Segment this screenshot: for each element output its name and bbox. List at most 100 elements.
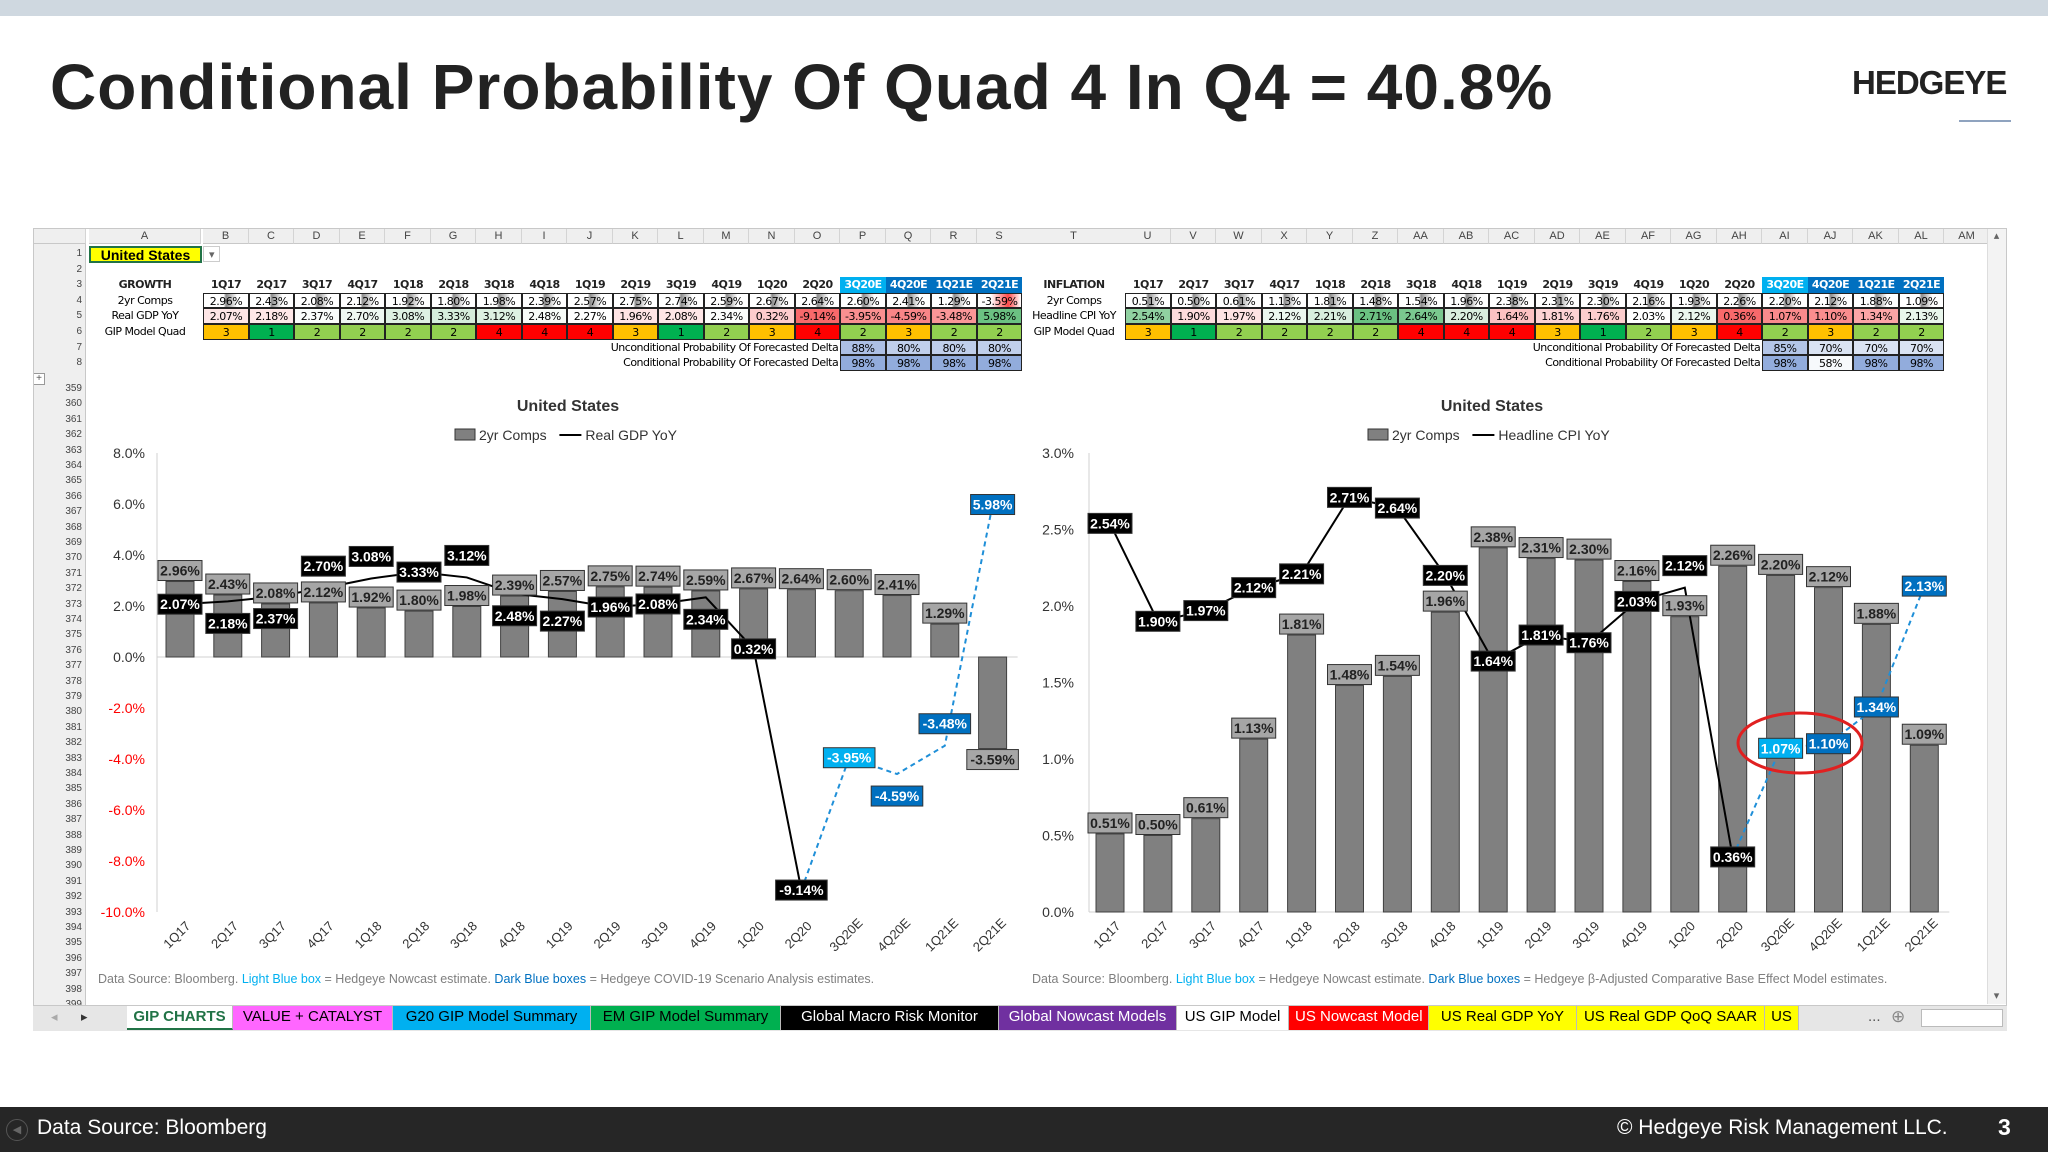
column-header[interactable]: R	[931, 229, 977, 244]
column-header[interactable]: AH	[1716, 229, 1763, 244]
inflation-period-header[interactable]: 4Q20E	[1807, 277, 1854, 293]
inflation-yoy-cell[interactable]: 1.76%	[1580, 308, 1626, 324]
inflation-period-header[interactable]: 3Q17	[1223, 278, 1255, 292]
column-header[interactable]: C	[248, 229, 295, 244]
growth-quad-cell[interactable]: 3	[885, 324, 932, 340]
inflation-quad-cell[interactable]: 2	[1898, 324, 1945, 340]
add-sheet-icon[interactable]: ⊕	[1891, 1007, 1906, 1026]
inflation-period-header[interactable]: 4Q17	[1269, 278, 1300, 292]
row-header[interactable]: 398	[65, 983, 82, 995]
growth-quad-cell[interactable]: 1	[248, 324, 295, 340]
tab-scroll-right-icon[interactable]: ▸	[81, 1009, 88, 1024]
growth-yoy-cell[interactable]: 2.08%	[658, 308, 704, 324]
growth-comps-cell[interactable]: 1.80%	[430, 292, 477, 309]
growth-period-header[interactable]: 3Q17	[301, 278, 333, 292]
row-header[interactable]: 387	[65, 814, 82, 826]
growth-period-header[interactable]: 2Q21E	[976, 277, 1023, 293]
growth-quad-cell[interactable]: 2	[976, 324, 1023, 340]
inflation-quad-cell[interactable]: 2	[1762, 324, 1808, 340]
inflation-quad-cell[interactable]: 2	[1853, 324, 1899, 340]
inflation-comps-cell[interactable]: 1.93%	[1671, 292, 1717, 309]
column-header[interactable]: V	[1170, 229, 1217, 244]
column-header[interactable]: U	[1125, 229, 1171, 244]
row-header[interactable]: 366	[65, 490, 82, 502]
growth-comps-cell[interactable]: 2.96%	[203, 292, 249, 309]
growth-period-header[interactable]: 2Q17	[256, 278, 287, 292]
column-header[interactable]: AG	[1671, 229, 1717, 244]
inflation-yoy-cell[interactable]: 1.34%	[1853, 308, 1899, 324]
column-header[interactable]: AB	[1443, 229, 1490, 244]
inflation-quad-cell[interactable]: 2	[1625, 324, 1672, 340]
column-header[interactable]: AD	[1534, 229, 1581, 244]
inflation-yoy-cell[interactable]: 2.21%	[1307, 308, 1353, 324]
inflation-cond-cell[interactable]: 98%	[1762, 355, 1808, 371]
growth-yoy-cell[interactable]: -9.14%	[794, 308, 841, 324]
inflation-comps-cell[interactable]: 2.16%	[1625, 292, 1672, 309]
growth-period-header[interactable]: 3Q19	[665, 278, 697, 292]
row-header[interactable]: 382	[65, 737, 82, 749]
row-header[interactable]: 359	[65, 383, 82, 394]
row-header[interactable]: 379	[65, 691, 82, 702]
growth-period-header[interactable]: 4Q18	[529, 278, 560, 292]
growth-comps-cell[interactable]: -3.59%	[976, 292, 1023, 309]
column-header[interactable]: D	[294, 229, 340, 244]
inflation-quad-cell[interactable]: 3	[1125, 324, 1171, 340]
inflation-quad-cell[interactable]: 1	[1580, 324, 1626, 340]
growth-period-header[interactable]: 1Q21E	[931, 277, 977, 293]
growth-period-header[interactable]: 2Q19	[620, 278, 651, 292]
inflation-comps-cell[interactable]: 1.48%	[1352, 292, 1399, 309]
growth-comps-cell[interactable]: 1.98%	[476, 292, 522, 309]
inflation-quad-cell[interactable]: 4	[1443, 324, 1490, 340]
column-header[interactable]: I	[521, 229, 568, 244]
growth-period-header[interactable]: 3Q20E	[840, 277, 886, 293]
column-header[interactable]: O	[794, 229, 841, 244]
row-header[interactable]: 376	[65, 644, 82, 656]
sheet-tab[interactable]: US Nowcast Model	[1289, 1006, 1429, 1030]
inflation-cond-cell[interactable]: 98%	[1853, 355, 1899, 371]
column-header[interactable]: AC	[1489, 229, 1535, 244]
inflation-yoy-cell[interactable]: 2.12%	[1671, 308, 1717, 324]
inflation-cond-cell[interactable]: 98%	[1898, 355, 1945, 371]
inflation-yoy-cell[interactable]: 2.20%	[1443, 308, 1490, 324]
inflation-quad-cell[interactable]: 1	[1170, 324, 1217, 340]
sheet-tab[interactable]: Global Macro Risk Monitor	[781, 1006, 999, 1030]
growth-quad-cell[interactable]: 2	[931, 324, 977, 340]
row-header[interactable]: 374	[65, 614, 82, 625]
growth-yoy-cell[interactable]: 0.32%	[749, 308, 795, 324]
row-header[interactable]: 3	[76, 279, 82, 291]
inflation-period-header[interactable]: 2Q19	[1542, 278, 1573, 292]
row-header[interactable]: 399	[34, 997, 86, 1012]
inflation-comps-cell[interactable]: 0.51%	[1125, 292, 1171, 309]
growth-comps-cell[interactable]: 2.57%	[567, 292, 613, 309]
growth-quad-cell[interactable]: 3	[749, 324, 795, 340]
inflation-comps-cell[interactable]: 0.50%	[1170, 292, 1217, 309]
row-header[interactable]: 378	[65, 675, 82, 687]
inflation-period-header[interactable]: 1Q19	[1496, 278, 1528, 292]
inflation-period-header[interactable]: 2Q20	[1724, 278, 1755, 292]
growth-yoy-cell[interactable]: 2.18%	[248, 308, 295, 324]
column-header[interactable]: K	[612, 229, 659, 244]
inflation-period-header[interactable]: 3Q20E	[1762, 277, 1808, 293]
inflation-yoy-cell[interactable]: 2.64%	[1398, 308, 1444, 324]
growth-uncond-cell[interactable]: 80%	[885, 339, 932, 356]
column-header[interactable]: G	[430, 229, 477, 244]
column-header[interactable]: Y	[1307, 229, 1353, 244]
inflation-cond-cell[interactable]: 58%	[1807, 355, 1854, 371]
growth-uncond-cell[interactable]: 80%	[931, 339, 977, 356]
row-header[interactable]: 375	[65, 629, 82, 641]
growth-comps-cell[interactable]: 2.08%	[294, 292, 340, 309]
growth-yoy-cell[interactable]: 2.34%	[703, 308, 750, 324]
row-header[interactable]: 377	[65, 660, 82, 672]
inflation-quad-cell[interactable]: 3	[1807, 324, 1854, 340]
growth-quad-cell[interactable]: 4	[794, 324, 841, 340]
growth-period-header[interactable]: 4Q17	[347, 278, 378, 292]
column-header[interactable]: AE	[1580, 229, 1626, 244]
row-header[interactable]: 371	[65, 567, 82, 579]
inflation-quad-cell[interactable]: 3	[1534, 324, 1581, 340]
column-header[interactable]: X	[1261, 229, 1308, 244]
row-header[interactable]: 389	[65, 845, 82, 856]
row-header[interactable]: 368	[65, 521, 82, 533]
growth-yoy-cell[interactable]: 3.33%	[430, 308, 477, 324]
inflation-quad-cell[interactable]: 3	[1671, 324, 1717, 340]
growth-quad-cell[interactable]: 3	[612, 324, 659, 340]
